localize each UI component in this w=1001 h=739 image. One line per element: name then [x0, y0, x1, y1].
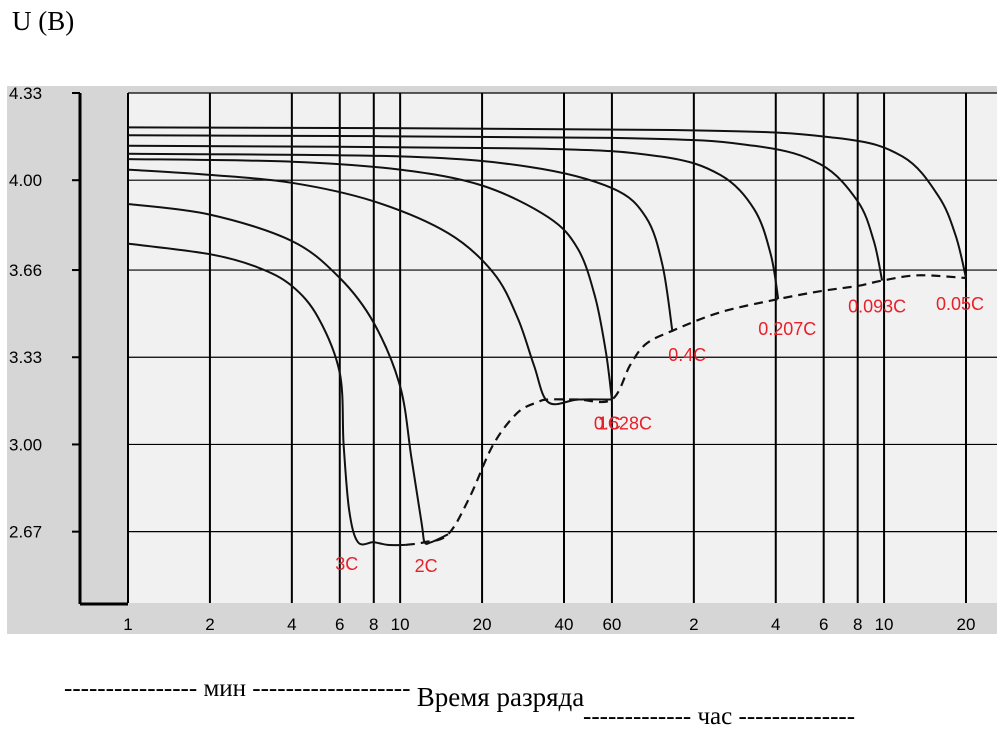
- series-label-0.628C: 0.628C: [594, 414, 652, 434]
- series-line-0.628C: [127, 158, 613, 400]
- x-axis-title: Время разряда: [416, 682, 585, 712]
- y-axis-unit-label: U (В): [12, 6, 75, 36]
- y-tick-label-1: 4.00: [9, 171, 42, 190]
- x-tick-label-5: 10: [391, 615, 410, 634]
- series-line-3C: [127, 242, 406, 547]
- cutoff-envelope: [405, 274, 967, 546]
- y-tick-label-0: 4.33: [9, 84, 42, 103]
- plot-area: [128, 93, 997, 603]
- grid: [127, 92, 997, 603]
- y-tick-label-5: 2.67: [9, 523, 42, 542]
- series-label-0.05C: 0.05C: [936, 294, 984, 314]
- x-tick-label-6: 20: [473, 615, 492, 634]
- series-label-0.207C: 0.207C: [758, 319, 816, 339]
- series-label-0.093C: 0.093C: [848, 297, 906, 317]
- x-axis-units: ---------------- мин -------------------…: [0, 647, 1001, 730]
- x-tick-label-7: 40: [555, 615, 574, 634]
- series-line-0.4C: [127, 152, 674, 331]
- x-tick-label-1: 2: [205, 615, 214, 634]
- y-tick-label-2: 3.66: [9, 261, 42, 280]
- hours-unit-label: ------------- час --------------: [583, 703, 856, 730]
- x-tick-label-2: 4: [287, 615, 296, 634]
- series-label-3C: 3C: [335, 554, 358, 574]
- series-label-0.4C: 0.4C: [668, 345, 706, 365]
- series-line-0.05C: [127, 126, 967, 279]
- series-labels: 3C 2C 1C0.628C 0.4C 0.207C 0.093C 0.05C: [335, 294, 984, 576]
- series-label-1C: 1C: [598, 414, 621, 434]
- series-line-0.093C: [127, 134, 884, 281]
- x-tick-label-11: 6: [819, 615, 828, 634]
- y-tick-label-4: 3.00: [9, 435, 42, 454]
- series-line-0.207C: [127, 144, 780, 300]
- y-tick-label-3: 3.33: [9, 348, 42, 367]
- series-line-2C: [127, 203, 449, 545]
- x-tick-label-8: 60: [602, 615, 621, 634]
- minutes-unit-label: ---------------- мин -------------------: [64, 675, 411, 702]
- x-tick-label-10: 4: [771, 615, 780, 634]
- x-tick-labels: 1 2 4 6 8 10 20 40 60 2 4 6 8 10 20: [123, 615, 975, 634]
- x-tick-label-0: 1: [123, 615, 132, 634]
- x-tick-label-3: 6: [335, 615, 344, 634]
- x-tick-label-13: 10: [875, 615, 894, 634]
- x-tick-label-14: 20: [957, 615, 976, 634]
- y-tick-labels: 4.33 4.00 3.66 3.33 3.00 2.67: [9, 84, 80, 542]
- x-tick-label-12: 8: [853, 615, 862, 634]
- x-tick-label-4: 8: [369, 615, 378, 634]
- cutoff-envelope-line: [405, 274, 967, 546]
- series-line-1C: [127, 168, 612, 406]
- x-tick-label-9: 2: [689, 615, 698, 634]
- series-lines: [127, 126, 967, 547]
- series-label-2C: 2C: [415, 556, 438, 576]
